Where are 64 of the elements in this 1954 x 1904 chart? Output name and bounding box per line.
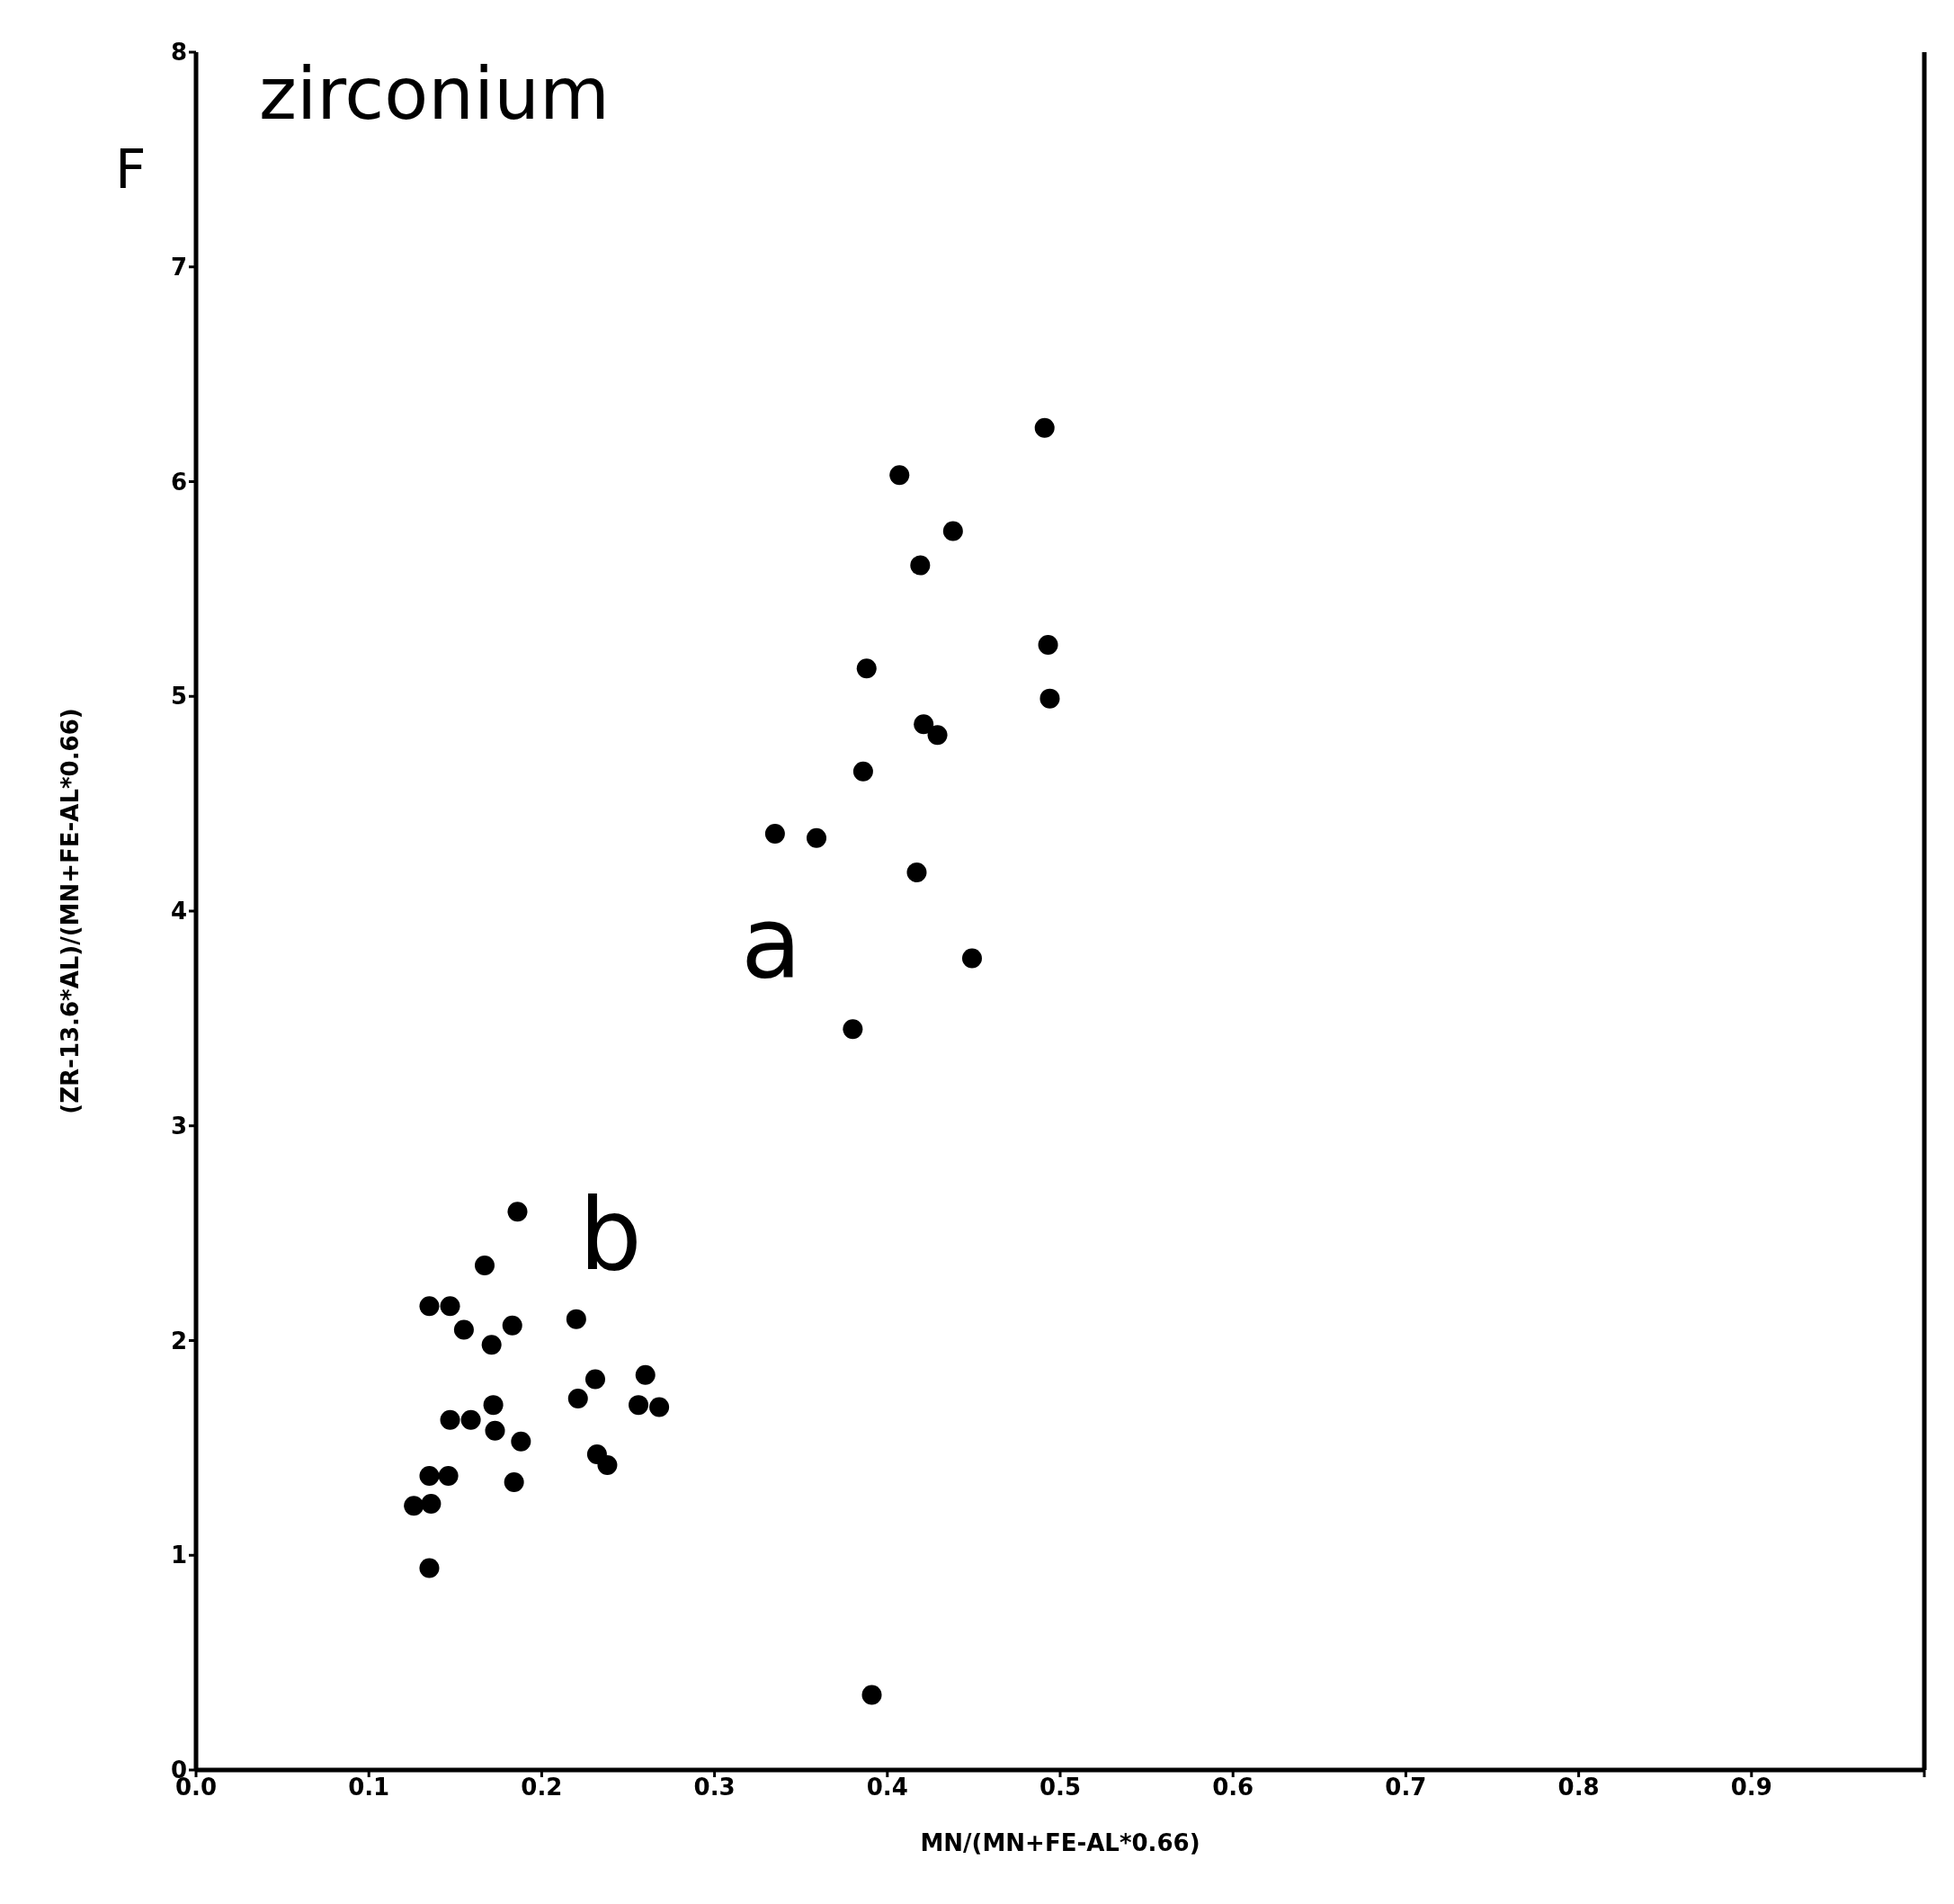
chart-title: zirconium <box>259 52 610 136</box>
point <box>649 1397 670 1417</box>
x-tick-label: 0.9 <box>1730 1774 1772 1801</box>
point <box>511 1431 531 1452</box>
point <box>597 1454 618 1475</box>
point <box>927 725 948 746</box>
point <box>474 1255 495 1275</box>
x-tick-label: 0.6 <box>1212 1774 1254 1801</box>
text: F <box>115 138 147 201</box>
point <box>856 658 877 679</box>
point <box>764 824 785 845</box>
point <box>419 1465 440 1486</box>
point <box>1034 417 1055 438</box>
point <box>421 1493 442 1514</box>
x-tick-label: 0.3 <box>693 1774 736 1801</box>
x-tick-label: 0.2 <box>521 1774 563 1801</box>
x-tick-label: 0.4 <box>866 1774 908 1801</box>
point <box>852 761 873 782</box>
point <box>438 1465 459 1486</box>
point <box>861 1685 882 1705</box>
y-tick-label: 6 <box>170 468 187 496</box>
point <box>567 1388 588 1408</box>
point <box>961 948 982 969</box>
point <box>453 1319 474 1340</box>
x-tick-label: 0.7 <box>1385 1774 1427 1801</box>
y-tick-label: 7 <box>170 253 187 281</box>
point <box>440 1409 460 1430</box>
y-tick-label: 8 <box>170 39 187 67</box>
point <box>906 863 927 883</box>
x-axis-title: MN/(MN+FE-AL*0.66) <box>920 1829 1200 1856</box>
point <box>910 555 931 576</box>
point <box>807 827 826 848</box>
point <box>404 1496 424 1516</box>
point <box>483 1395 504 1416</box>
point <box>1039 688 1060 709</box>
y-tick-label: 2 <box>170 1327 187 1354</box>
point <box>1038 634 1058 655</box>
y-axis-title: (ZR-13.6*AL)/(MN+FE-AL*0.66) <box>57 708 85 1114</box>
point <box>504 1472 524 1493</box>
point <box>460 1409 481 1430</box>
y-tick-label: 4 <box>170 898 187 925</box>
point <box>889 465 910 486</box>
x-tick-label: 0.8 <box>1557 1774 1600 1801</box>
point <box>419 1558 440 1578</box>
point <box>914 714 934 735</box>
point <box>419 1296 440 1317</box>
point <box>635 1364 656 1385</box>
x-tick-label: 0.5 <box>1039 1774 1082 1801</box>
annotation: a <box>741 885 802 1000</box>
y-tick-label: 5 <box>170 683 187 711</box>
point <box>481 1335 502 1355</box>
y-tick-label: 3 <box>170 1112 187 1140</box>
point <box>629 1395 649 1416</box>
point <box>440 1296 460 1317</box>
point <box>942 521 963 541</box>
point <box>507 1202 528 1222</box>
x-tick-label: 0.1 <box>348 1774 390 1801</box>
point <box>843 1019 863 1040</box>
point <box>485 1420 505 1441</box>
y-tick-label: 1 <box>170 1542 187 1569</box>
annotation: b <box>579 1177 642 1292</box>
point <box>502 1315 522 1336</box>
point <box>584 1369 605 1390</box>
point <box>566 1309 586 1329</box>
